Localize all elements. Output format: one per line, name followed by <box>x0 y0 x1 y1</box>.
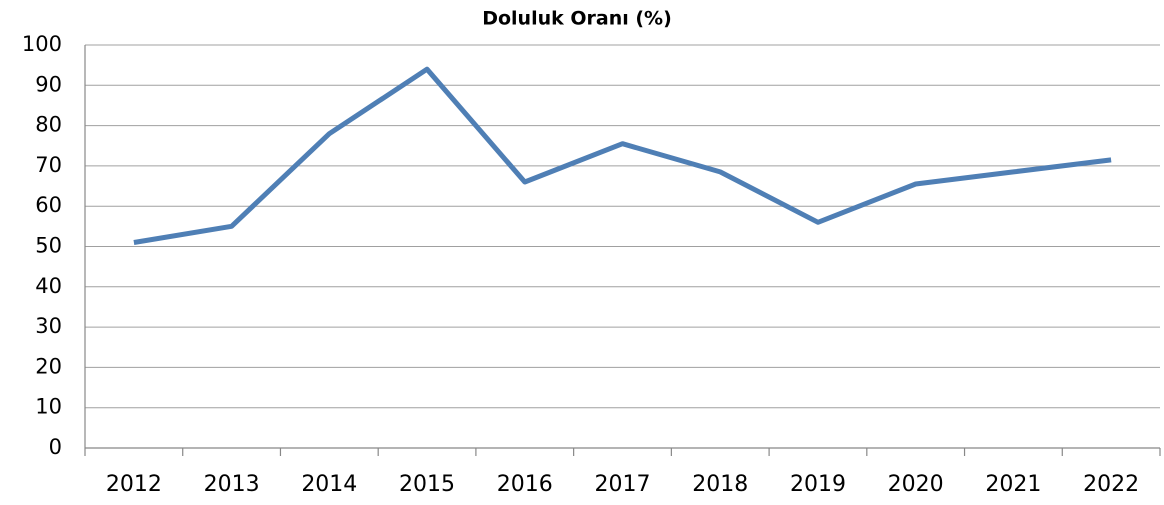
y-tick-label: 60 <box>35 193 62 217</box>
x-tick-label: 2016 <box>497 472 553 497</box>
x-tick-label: 2020 <box>888 472 944 497</box>
chart-title: Doluluk Oranı (%) <box>482 8 672 30</box>
x-tick-label: 2022 <box>1083 472 1139 497</box>
x-tick-label: 2013 <box>204 472 260 497</box>
x-tick-label: 2014 <box>301 472 357 497</box>
x-tick-label: 2012 <box>106 472 162 497</box>
y-tick-label: 80 <box>35 113 62 137</box>
y-tick-label: 90 <box>35 72 62 96</box>
y-tick-label: 10 <box>35 395 62 419</box>
y-tick-label: 30 <box>35 314 62 338</box>
y-tick-label: 20 <box>35 354 62 378</box>
y-tick-label: 70 <box>35 153 62 177</box>
x-tick-label: 2018 <box>692 472 748 497</box>
x-tick-label: 2021 <box>985 472 1041 497</box>
y-tick-label: 0 <box>49 435 62 459</box>
y-tick-label: 40 <box>35 274 62 298</box>
y-tick-label: 100 <box>22 32 62 56</box>
x-tick-label: 2017 <box>595 472 651 497</box>
x-tick-label: 2019 <box>790 472 846 497</box>
x-tick-label: 2015 <box>399 472 455 497</box>
y-tick-label: 50 <box>35 234 62 258</box>
data-line <box>133 66 1112 245</box>
